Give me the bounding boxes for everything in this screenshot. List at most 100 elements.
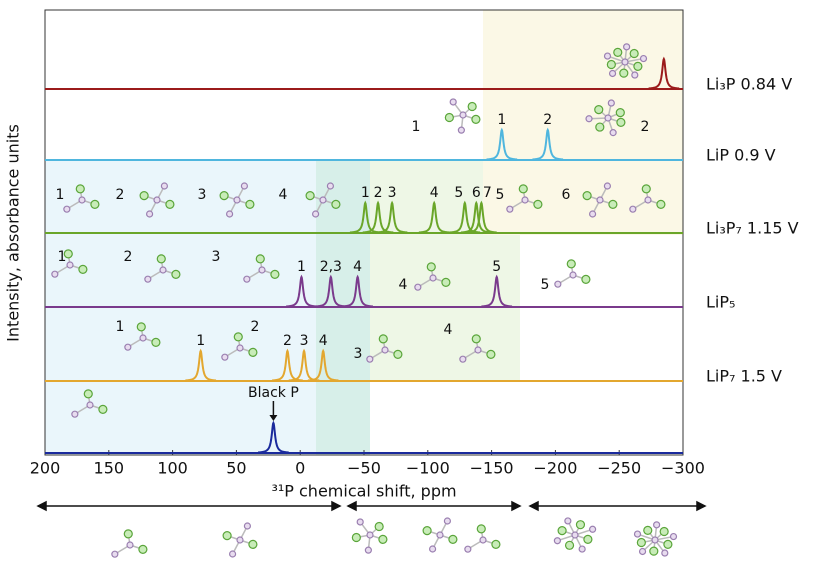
atom	[471, 114, 481, 124]
atom	[393, 349, 403, 359]
atom	[595, 122, 605, 132]
peak-label: 4	[353, 259, 362, 275]
atom	[582, 191, 592, 201]
atom	[255, 254, 265, 264]
atom	[589, 210, 597, 218]
atom	[136, 322, 146, 332]
atom	[245, 199, 255, 209]
atom	[596, 196, 604, 204]
peak	[362, 200, 394, 234]
structure-label: 1	[58, 249, 67, 265]
x-tick-label: 150	[94, 459, 125, 478]
peak	[286, 274, 317, 308]
atom	[326, 182, 334, 190]
atom	[467, 101, 477, 112]
atom	[631, 71, 639, 79]
atom	[429, 274, 437, 282]
atom	[457, 126, 465, 134]
atom	[459, 111, 467, 119]
atom	[653, 521, 661, 529]
peak-label: 2	[283, 333, 292, 349]
peak-label: 2	[543, 112, 552, 128]
peak-label: 3	[388, 185, 397, 201]
x-tick-label: −150	[470, 459, 514, 478]
peak	[648, 56, 680, 90]
atom	[649, 546, 659, 556]
atom	[583, 534, 593, 544]
atom	[629, 48, 639, 59]
peak	[418, 200, 450, 234]
structure-label: 5	[541, 277, 550, 293]
atom	[51, 270, 59, 278]
atom	[585, 115, 593, 123]
series-name: Li₃P 0.84 V	[706, 75, 792, 94]
atom	[429, 545, 437, 553]
y-axis-label: Intensity, absorbance units	[4, 124, 23, 342]
atom	[305, 191, 315, 201]
atom	[554, 280, 562, 288]
x-tick-label: 200	[30, 459, 61, 478]
peak	[257, 420, 289, 454]
atom	[569, 271, 577, 279]
atom	[613, 47, 623, 58]
peak-label: 4	[430, 185, 439, 201]
atom	[659, 526, 669, 537]
atom	[123, 529, 133, 539]
atom	[378, 334, 388, 344]
x-tick-label: 50	[226, 459, 246, 478]
structure-label: 2	[641, 119, 650, 135]
atom	[165, 199, 175, 209]
atom	[374, 521, 384, 532]
atom	[146, 210, 154, 218]
peak-label: 7	[483, 185, 492, 201]
atom	[248, 347, 258, 357]
atom	[151, 337, 161, 347]
peak	[481, 274, 513, 308]
structure-label: 3	[212, 249, 221, 265]
atom	[222, 531, 232, 541]
atom	[553, 537, 561, 545]
atom	[63, 205, 71, 213]
atom	[566, 259, 576, 269]
peak-label: 6	[472, 185, 481, 201]
peak-label: 1	[497, 112, 506, 128]
atom	[443, 517, 451, 525]
atom	[639, 54, 648, 63]
atom	[78, 196, 86, 204]
atom	[229, 550, 237, 558]
atom	[233, 196, 241, 204]
structure-label: 4	[279, 187, 288, 203]
atom	[153, 196, 161, 204]
series-name: LiP 0.9 V	[706, 146, 776, 165]
atom	[270, 269, 280, 279]
atom	[160, 182, 168, 190]
atom	[603, 182, 611, 190]
peak-label: 1	[297, 259, 306, 275]
x-tick-label: 100	[157, 459, 188, 478]
peak-label: 3	[300, 333, 309, 349]
atom	[589, 525, 597, 533]
atom	[629, 205, 637, 213]
atom	[86, 401, 94, 409]
atom	[436, 531, 444, 539]
atom	[219, 191, 229, 201]
atom	[603, 52, 612, 60]
series-name: LiP₅	[706, 293, 735, 312]
atom	[656, 199, 666, 209]
atom	[258, 266, 266, 274]
peak-label: Black P	[248, 385, 299, 401]
atom	[71, 410, 79, 418]
atom	[608, 69, 617, 78]
atom	[608, 199, 618, 209]
atom	[474, 346, 482, 354]
atom	[636, 537, 646, 548]
atom	[491, 539, 501, 549]
atom	[240, 182, 248, 190]
atom	[571, 531, 579, 539]
atom	[533, 199, 543, 209]
atom	[236, 536, 244, 544]
atom	[138, 544, 148, 554]
atom	[606, 59, 616, 70]
peak	[376, 200, 408, 234]
